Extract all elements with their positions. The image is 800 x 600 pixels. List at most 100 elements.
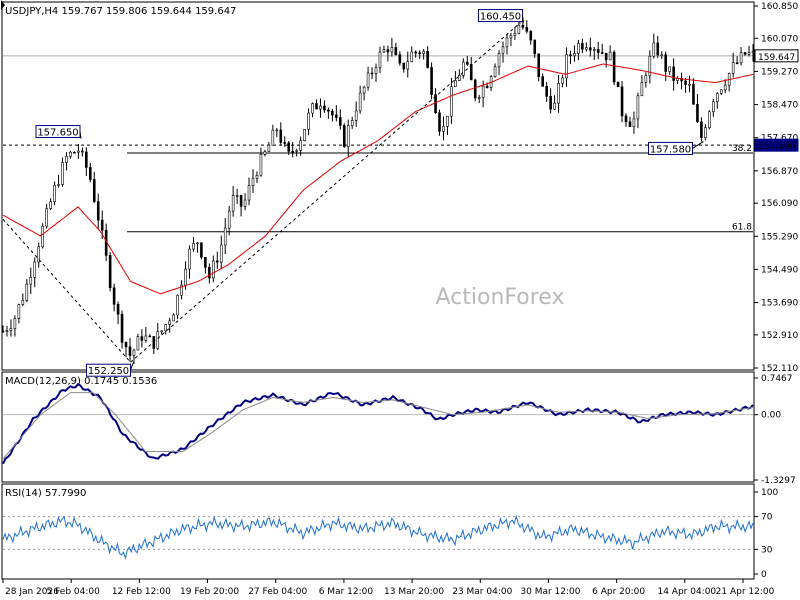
y-tick-label: 158.470 xyxy=(761,101,798,111)
candle-body xyxy=(45,208,48,227)
trendline xyxy=(2,218,131,363)
main-panel-frame xyxy=(1,1,755,371)
candle-body xyxy=(81,150,84,153)
candle-body xyxy=(342,125,346,147)
price-label: 157.580 xyxy=(650,144,691,155)
candle-body xyxy=(628,121,632,127)
candle-body xyxy=(212,260,215,279)
macd-main-line xyxy=(2,382,754,465)
candle-body xyxy=(386,49,390,53)
candle-body xyxy=(410,51,414,63)
candle-body xyxy=(108,255,112,289)
macd-y-tick-label: 0.00 xyxy=(761,411,781,421)
candle-body xyxy=(275,129,279,132)
candle-body xyxy=(708,111,711,129)
candle-body xyxy=(85,151,88,168)
x-tick-label: 23 Mar 04:00 xyxy=(452,587,512,597)
x-tick-label: 12 Feb 12:00 xyxy=(112,587,171,597)
candle-body xyxy=(517,24,521,34)
candle-body xyxy=(616,81,620,88)
candle-body xyxy=(215,260,219,263)
candle-body xyxy=(751,51,755,53)
candle-body xyxy=(196,242,199,245)
y-tick-label: 156.090 xyxy=(761,199,798,209)
candle-body xyxy=(458,75,461,81)
macd-panel-frame xyxy=(1,371,755,483)
candle-body xyxy=(172,314,175,322)
candle-body xyxy=(712,101,715,113)
candle-body xyxy=(668,66,671,72)
candle-body xyxy=(434,94,437,114)
candle-body xyxy=(358,92,362,112)
candle-body xyxy=(656,42,660,56)
candle-body xyxy=(553,102,556,110)
macd-title: MACD(12,26,9) 0.1745 0.1536 xyxy=(5,376,157,387)
candle-body xyxy=(454,80,457,87)
candle-body xyxy=(573,53,576,57)
rsi-y-tick-label: 30 xyxy=(761,545,773,555)
candle-body xyxy=(243,199,247,207)
rsi-title: RSI(14) 57.7990 xyxy=(5,488,86,499)
candle-body xyxy=(481,85,485,98)
candle-body xyxy=(350,120,354,126)
price-label: 152.250 xyxy=(88,366,129,377)
candle-body xyxy=(660,54,664,57)
candle-body xyxy=(620,86,624,117)
candle-body xyxy=(164,324,167,332)
level-label: 61.8 xyxy=(732,223,752,233)
candle-body xyxy=(541,76,544,87)
price-label-leader xyxy=(79,131,82,139)
candle-body xyxy=(608,51,612,61)
candle-body xyxy=(696,103,699,123)
candle-body xyxy=(577,43,580,54)
candle-body xyxy=(319,105,322,110)
candle-body xyxy=(521,24,525,28)
candle-body xyxy=(370,72,374,75)
candle-body xyxy=(636,95,640,120)
rsi-series-layer xyxy=(2,514,754,560)
candle-body xyxy=(116,303,120,315)
candle-body xyxy=(462,61,465,76)
macd-y-tick-label: -1.3297 xyxy=(761,476,796,486)
candle-body xyxy=(49,201,52,209)
y-tick-label: 159.270 xyxy=(761,67,798,77)
candle-body xyxy=(29,276,33,285)
candle-body xyxy=(378,51,382,68)
price-label: 160.450 xyxy=(480,12,521,23)
candle-body xyxy=(382,49,386,53)
candle-body xyxy=(390,47,394,53)
rsi-y-tick-label: 100 xyxy=(761,488,778,498)
candle-body xyxy=(37,246,41,263)
macd-series-layer xyxy=(2,382,754,465)
candle-body xyxy=(13,318,17,329)
y-tick-label: 154.490 xyxy=(761,265,798,275)
candle-body xyxy=(354,110,358,121)
candle-body xyxy=(69,151,72,157)
candle-body xyxy=(557,82,560,104)
candle-body xyxy=(247,185,251,201)
candle-body xyxy=(684,80,687,85)
candle-body xyxy=(267,144,271,152)
candle-body xyxy=(739,52,743,64)
candle-body xyxy=(33,261,37,278)
candle-body xyxy=(136,336,140,351)
candle-body xyxy=(533,39,537,55)
candle-body xyxy=(561,77,564,84)
candle-body xyxy=(664,54,667,72)
candle-body xyxy=(366,72,370,88)
x-tick-label: 27 Feb 04:00 xyxy=(248,587,307,597)
candle-body xyxy=(648,55,652,76)
candle-body xyxy=(156,331,160,349)
candle-body xyxy=(450,86,453,117)
candle-body xyxy=(505,37,509,48)
candle-body xyxy=(477,97,481,99)
candle-body xyxy=(223,227,227,246)
candle-body xyxy=(303,129,306,141)
x-tick-label: 5 Feb 04:00 xyxy=(47,587,101,597)
candle-body xyxy=(227,210,231,229)
candle-body xyxy=(100,219,104,231)
candle-body xyxy=(335,114,338,118)
candle-body xyxy=(537,53,541,77)
candle-body xyxy=(77,150,80,153)
macd-y-tick-label: 0.7467 xyxy=(761,374,793,384)
